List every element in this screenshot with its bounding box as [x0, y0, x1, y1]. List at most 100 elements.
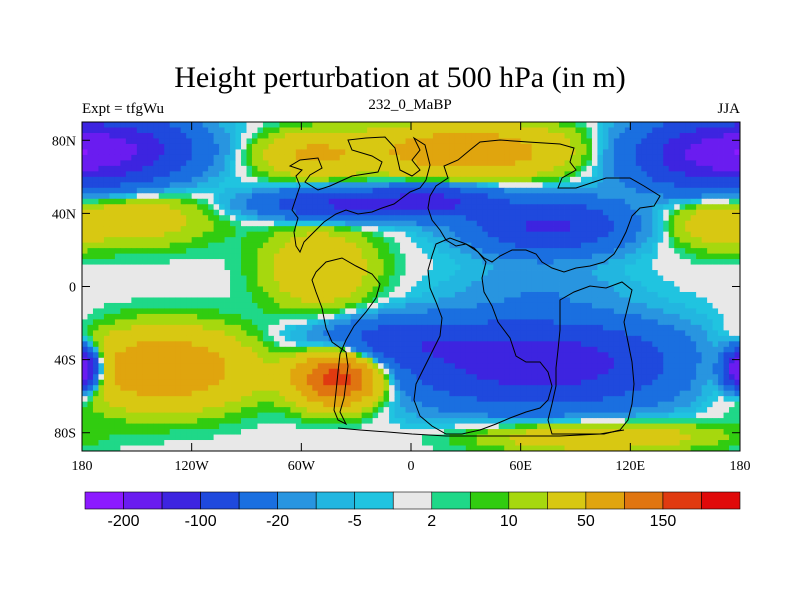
heatmap-cell [246, 324, 253, 331]
heatmap-cell [301, 270, 308, 276]
heatmap-cell [734, 302, 740, 309]
heatmap-cell [690, 253, 697, 260]
heatmap-cell [526, 149, 533, 156]
heatmap-cell [114, 346, 121, 353]
heatmap-cell [224, 154, 231, 161]
heatmap-cell [153, 270, 160, 276]
heatmap-cell [230, 308, 236, 315]
heatmap-cell [520, 242, 527, 249]
heatmap-cell [559, 259, 565, 265]
heatmap-cell [186, 335, 193, 342]
heatmap-cell [504, 215, 511, 222]
heatmap-cell [597, 149, 604, 156]
heatmap-cell [389, 160, 395, 167]
heatmap-cell [273, 242, 280, 249]
heatmap-cell [553, 160, 560, 167]
heatmap-cell [465, 291, 472, 298]
heatmap-cell [421, 259, 428, 265]
heatmap-cell [646, 171, 653, 178]
heatmap-cell [356, 259, 363, 265]
heatmap-cell [411, 308, 417, 315]
heatmap-cell [526, 127, 533, 134]
heatmap-cell [652, 319, 659, 326]
heatmap-cell [202, 281, 209, 287]
heatmap-cell [591, 248, 598, 254]
heatmap-cell [328, 259, 335, 265]
heatmap-cell [273, 165, 280, 172]
heatmap-cell [180, 259, 187, 265]
heatmap-cell [378, 242, 384, 249]
heatmap-cell [580, 275, 587, 282]
heatmap-cell [553, 313, 560, 320]
heatmap-cell [652, 330, 659, 337]
heatmap-cell [471, 138, 478, 145]
heatmap-cell [580, 259, 587, 265]
heatmap-cell [87, 171, 94, 178]
heatmap-cell [416, 341, 423, 348]
heatmap-cell [186, 165, 193, 172]
heatmap-cell [493, 215, 500, 222]
heatmap-cell [251, 231, 258, 238]
heatmap-cell [734, 176, 740, 183]
heatmap-cell [476, 259, 483, 265]
heatmap-cell [301, 127, 308, 134]
heatmap-cell [142, 226, 149, 233]
heatmap-cell [125, 275, 132, 282]
heatmap-cell [175, 275, 182, 282]
heatmap-cell [361, 335, 368, 342]
heatmap-cell [301, 341, 308, 348]
heatmap-cell [482, 171, 489, 178]
heatmap-cell [504, 308, 511, 315]
heatmap-cell [175, 138, 182, 145]
heatmap-cell [586, 259, 593, 265]
heatmap-cell [186, 176, 193, 183]
heatmap-cell [323, 253, 330, 260]
heatmap-cell [729, 313, 735, 320]
heatmap-cell [432, 335, 439, 342]
heatmap-cell [169, 149, 176, 156]
heatmap-cell [416, 143, 423, 150]
heatmap-cell [641, 122, 648, 128]
heatmap-cell [295, 122, 302, 128]
heatmap-cell [498, 297, 505, 304]
heatmap-cell [718, 335, 724, 342]
heatmap-cell [657, 281, 664, 287]
heatmap-cell [454, 209, 461, 216]
heatmap-cell [471, 259, 478, 265]
heatmap-cell [87, 253, 94, 260]
heatmap-cell [411, 209, 417, 216]
heatmap-cell [361, 165, 368, 172]
heatmap-cell [411, 176, 417, 183]
heatmap-cell [383, 182, 390, 189]
heatmap-cell [542, 231, 549, 238]
heatmap-cell [701, 187, 708, 194]
heatmap-cell [427, 264, 434, 271]
heatmap-cell [378, 346, 384, 353]
heatmap-cell [646, 237, 653, 244]
heatmap-cell [273, 346, 280, 353]
heatmap-cell [580, 215, 587, 222]
heatmap-cell [284, 182, 291, 189]
heatmap-cell [602, 182, 609, 189]
heatmap-cell [701, 291, 708, 298]
heatmap-cell [295, 341, 302, 348]
heatmap-cell [465, 319, 472, 326]
heatmap-cell [487, 237, 494, 244]
heatmap-cell [197, 297, 204, 304]
heatmap-cell [356, 226, 363, 233]
heatmap-cell [690, 270, 697, 276]
heatmap-cell [504, 160, 511, 167]
heatmap-cell [493, 160, 500, 167]
heatmap-cell [515, 209, 522, 216]
heatmap-cell [125, 237, 132, 244]
heatmap-cell [175, 198, 182, 205]
heatmap-cell [142, 198, 149, 205]
heatmap-cell [142, 319, 149, 326]
heatmap-cell [685, 143, 692, 150]
heatmap-cell [169, 138, 176, 145]
heatmap-cell [295, 204, 302, 211]
heatmap-cell [114, 302, 121, 309]
heatmap-cell [471, 297, 478, 304]
heatmap-cell [465, 122, 472, 128]
heatmap-cell [696, 176, 703, 183]
